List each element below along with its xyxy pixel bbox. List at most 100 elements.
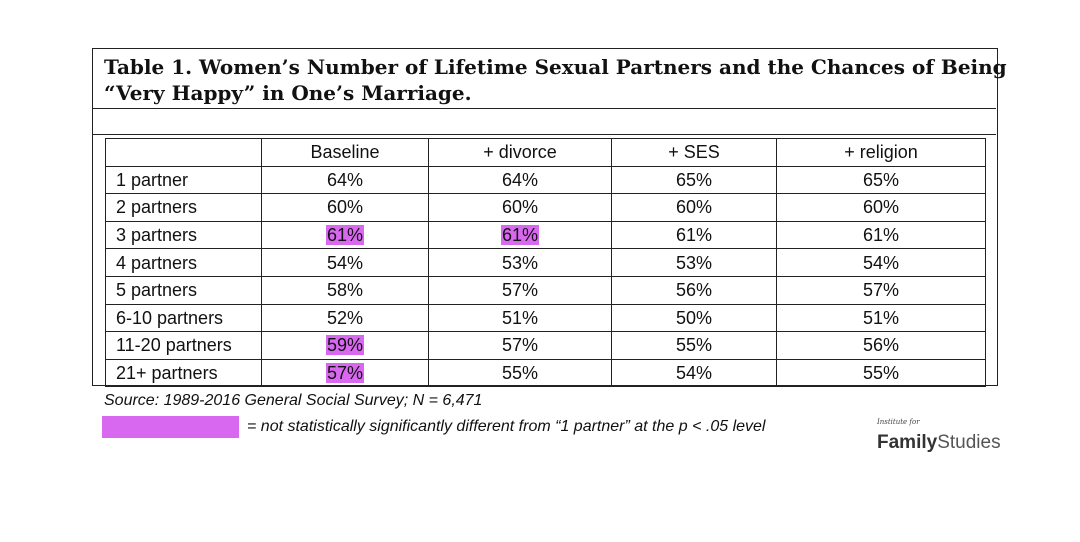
table-title-line-2: “Very Happy” in One’s Marriage.	[104, 81, 472, 105]
cell-value: 52%	[326, 307, 364, 328]
cell-value: 60%	[675, 197, 713, 218]
cell-religion: 51%	[776, 303, 986, 333]
cell-value: 64%	[326, 169, 364, 190]
cell-value: 60%	[501, 197, 539, 218]
cell-value: 53%	[501, 252, 539, 273]
cell-value: 65%	[675, 169, 713, 190]
header-cell-religion: + religion	[776, 138, 986, 167]
cell-value: 56%	[862, 335, 900, 356]
table-row: 1 partner 64% 64% 65% 65%	[105, 165, 986, 195]
cell-divorce: 57%	[428, 275, 612, 305]
header-cell-ses: + SES	[611, 138, 777, 167]
table-title-box: Table 1. Women’s Number of Lifetime Sexu…	[93, 49, 1007, 109]
table-row: 21+ partners 57% 55% 54% 55%	[105, 358, 986, 388]
cell-ses: 60%	[611, 193, 777, 222]
row-label: 4 partners	[105, 248, 262, 277]
cell-baseline: 64%	[261, 165, 429, 195]
header-cell-baseline: Baseline	[261, 138, 429, 167]
cell-value: 59%	[325, 335, 365, 356]
cell-divorce: 51%	[428, 303, 612, 333]
cell-baseline: 58%	[261, 275, 429, 305]
cell-value: 57%	[501, 335, 539, 356]
cell-baseline: 60%	[261, 193, 429, 222]
cell-baseline: 61%	[261, 220, 429, 250]
table-row: 3 partners 61% 61% 61% 61%	[105, 220, 986, 250]
cell-value: 58%	[326, 280, 364, 301]
cell-value: 57%	[862, 280, 900, 301]
table-row: 5 partners 58% 57% 56% 57%	[105, 275, 986, 305]
table-row: 11-20 partners 59% 57% 55% 56%	[105, 331, 986, 360]
cell-ses: 54%	[611, 358, 777, 388]
row-label: 5 partners	[105, 275, 262, 305]
row-label: 1 partner	[105, 165, 262, 195]
header-cell-empty	[105, 138, 262, 167]
row-label: 3 partners	[105, 220, 262, 250]
table-row: 6-10 partners 52% 51% 50% 51%	[105, 303, 986, 333]
cell-baseline: 59%	[261, 331, 429, 360]
cell-baseline: 54%	[261, 248, 429, 277]
table-row: 2 partners 60% 60% 60% 60%	[105, 193, 986, 222]
cell-religion: 60%	[776, 193, 986, 222]
logo-institute-text: Institute for	[877, 418, 920, 426]
cell-ses: 65%	[611, 165, 777, 195]
cell-value: 51%	[862, 307, 900, 328]
cell-value: 54%	[675, 363, 713, 384]
cell-value: 51%	[501, 307, 539, 328]
cell-religion: 54%	[776, 248, 986, 277]
cell-value: 54%	[326, 252, 364, 273]
row-label: 6-10 partners	[105, 303, 262, 333]
cell-value: 61%	[500, 225, 540, 246]
table-row: 4 partners 54% 53% 53% 54%	[105, 248, 986, 277]
cell-divorce: 61%	[428, 220, 612, 250]
cell-divorce: 60%	[428, 193, 612, 222]
cell-value: 57%	[325, 363, 365, 384]
logo-studies-text: Studies	[937, 432, 1001, 453]
cell-divorce: 55%	[428, 358, 612, 388]
legend-text: = not statistically significantly differ…	[247, 418, 766, 435]
header-cell-divorce: + divorce	[428, 138, 612, 167]
cell-value: 64%	[501, 169, 539, 190]
cell-ses: 61%	[611, 220, 777, 250]
cell-divorce: 53%	[428, 248, 612, 277]
cell-value: 55%	[862, 363, 900, 384]
legend-highlight-swatch	[102, 416, 239, 438]
source-note: Source: 1989-2016 General Social Survey;…	[104, 392, 483, 409]
cell-value: 60%	[326, 197, 364, 218]
data-table: Baseline + divorce + SES + religion 1 pa…	[105, 138, 986, 388]
logo-wordmark: FamilyStudies	[877, 432, 1001, 454]
row-label: 21+ partners	[105, 358, 262, 388]
family-studies-logo: Institute for FamilyStudies	[877, 418, 1017, 458]
logo-family-text: Family	[877, 432, 938, 453]
cell-value: 61%	[325, 225, 365, 246]
cell-value: 57%	[501, 280, 539, 301]
cell-baseline: 57%	[261, 358, 429, 388]
cell-religion: 65%	[776, 165, 986, 195]
cell-value: 55%	[675, 335, 713, 356]
table-title-line-1: Table 1. Women’s Number of Lifetime Sexu…	[104, 55, 1007, 79]
cell-religion: 55%	[776, 358, 986, 388]
table-spacer-row	[93, 108, 996, 135]
cell-value: 65%	[862, 169, 900, 190]
cell-ses: 50%	[611, 303, 777, 333]
cell-value: 56%	[675, 280, 713, 301]
table-body: 1 partner 64% 64% 65% 65% 2 partners 60% 60% 60%…	[105, 165, 986, 388]
cell-value: 54%	[862, 252, 900, 273]
cell-ses: 56%	[611, 275, 777, 305]
cell-value: 55%	[501, 363, 539, 384]
cell-value: 60%	[862, 197, 900, 218]
table-header-row: Baseline + divorce + SES + religion	[105, 138, 986, 167]
cell-divorce: 57%	[428, 331, 612, 360]
table-frame: Table 1. Women’s Number of Lifetime Sexu…	[92, 48, 1007, 386]
cell-value: 61%	[675, 225, 713, 246]
cell-value: 61%	[862, 225, 900, 246]
cell-ses: 55%	[611, 331, 777, 360]
cell-ses: 53%	[611, 248, 777, 277]
cell-religion: 57%	[776, 275, 986, 305]
cell-religion: 56%	[776, 331, 986, 360]
cell-value: 50%	[675, 307, 713, 328]
row-label: 2 partners	[105, 193, 262, 222]
cell-religion: 61%	[776, 220, 986, 250]
cell-value: 53%	[675, 252, 713, 273]
cell-divorce: 64%	[428, 165, 612, 195]
cell-baseline: 52%	[261, 303, 429, 333]
